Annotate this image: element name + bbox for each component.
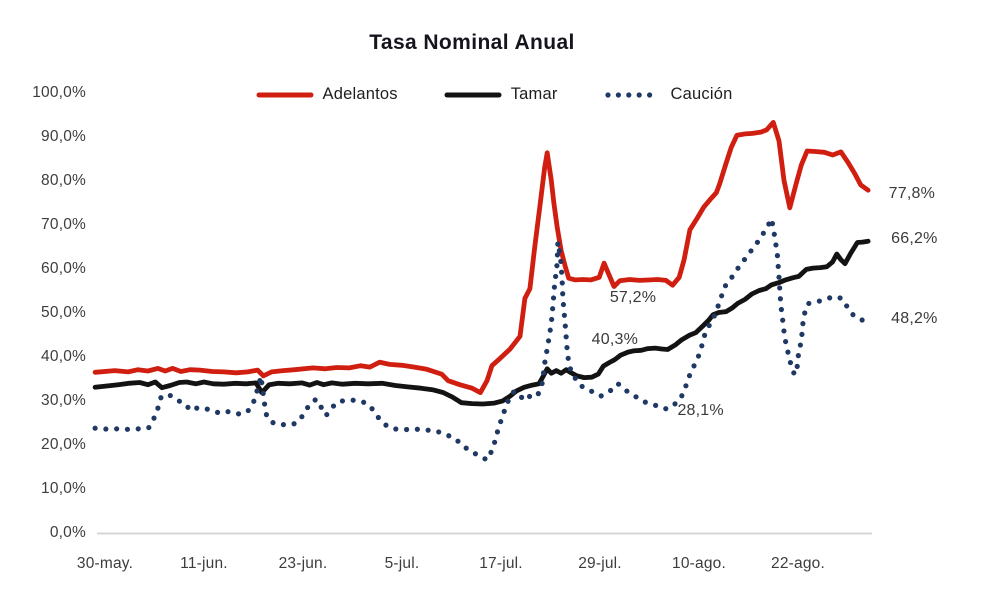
chart-title: Tasa Nominal Anual [369, 31, 575, 54]
x-axis-tick-label: 23-jun. [279, 555, 328, 572]
legend: Adelantos Tamar Caución [0, 85, 988, 104]
y-axis-tick-label: 50,0% [41, 304, 86, 321]
y-axis-tick-label: 40,0% [41, 348, 86, 365]
y-axis-tick-label: 20,0% [41, 436, 86, 453]
y-axis-tick-label: 60,0% [41, 260, 86, 277]
legend-swatch-solid-black [444, 92, 502, 97]
y-axis-tick-label: 80,0% [41, 172, 86, 189]
y-axis-tick-label: 70,0% [41, 216, 86, 233]
legend-item-caucion: Caución [604, 85, 733, 104]
y-axis-tick-label: 30,0% [41, 392, 86, 409]
legend-label: Tamar [510, 85, 558, 103]
x-axis-tick-label: 17-jul. [479, 555, 523, 572]
legend-swatch-solid-red [256, 92, 313, 97]
y-axis-tick-label: 100,0% [32, 84, 86, 101]
legend-label: Caución [670, 85, 733, 103]
annotation-label: 66,2% [891, 230, 937, 247]
legend-item-adelantos: Adelantos [256, 85, 398, 104]
y-axis-tick-label: 10,0% [41, 480, 86, 497]
x-axis-tick-label: 30-may. [77, 555, 133, 572]
legend-swatch-dotted-blue [604, 91, 662, 98]
annotation-label: 77,8% [889, 185, 935, 202]
series-line-caucin [92, 216, 866, 463]
x-axis-tick-label: 10-ago. [672, 555, 726, 572]
x-axis-tick-label: 29-jul. [578, 555, 622, 572]
legend-item-tamar: Tamar [444, 85, 558, 104]
annotation-label: 48,2% [891, 310, 937, 327]
series-line-adelantos [92, 120, 871, 396]
x-axis-tick-label: 22-ago. [771, 555, 825, 572]
annotation-label: 28,1% [677, 402, 723, 419]
y-axis-tick-label: 90,0% [41, 128, 86, 145]
x-axis-tick-label: 11-jun. [180, 555, 228, 572]
annotation-label: 40,3% [592, 331, 638, 348]
legend-label: Adelantos [322, 85, 398, 103]
y-axis-tick-label: 0,0% [50, 524, 86, 541]
annotation-label: 57,2% [610, 289, 656, 306]
x-axis-tick-label: 5-jul. [385, 555, 420, 572]
series-line-tamar [92, 238, 871, 407]
